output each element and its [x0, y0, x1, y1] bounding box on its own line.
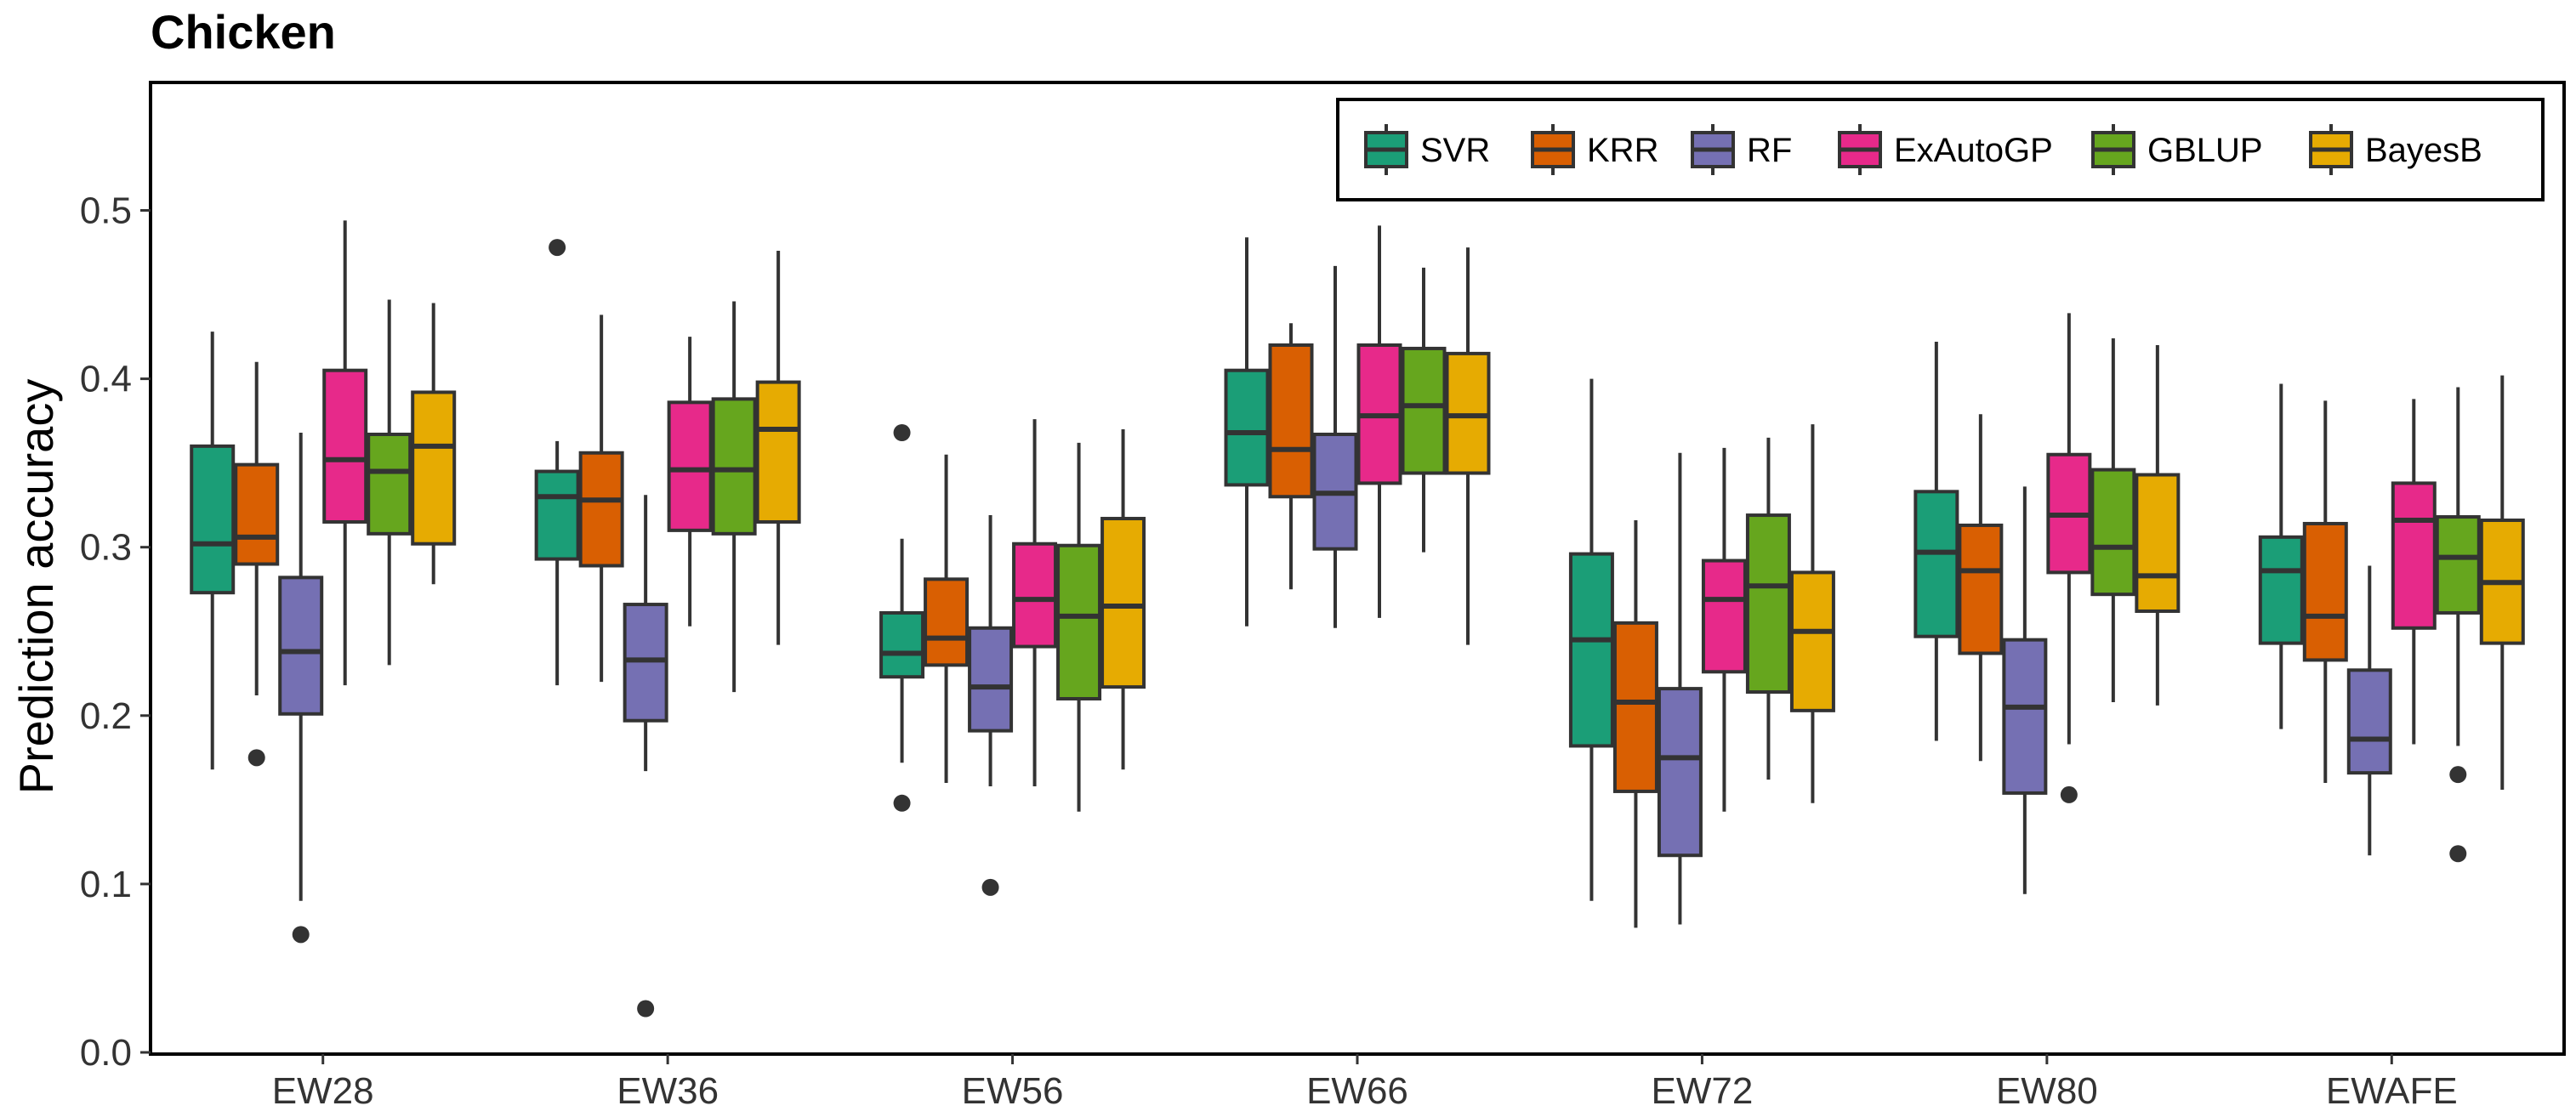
box: [234, 462, 280, 566]
x-tick-label: EW72: [1652, 1070, 1754, 1112]
box: [2258, 535, 2304, 645]
outlier-point: [292, 926, 310, 944]
box: [1224, 368, 1270, 487]
box: [1958, 523, 2004, 655]
outlier-point: [247, 749, 265, 767]
box: [1401, 346, 1447, 475]
panel-border: [149, 81, 2566, 1056]
legend: SVR KRR RF ExAutoGP GBLUP BayesB: [1336, 98, 2545, 201]
y-tick-label: 0.5: [80, 190, 132, 232]
outlier-point: [549, 239, 566, 257]
box: [711, 397, 757, 536]
box: [411, 390, 457, 546]
box: [2135, 473, 2181, 613]
box: [1012, 541, 1058, 649]
y-tick-label: 0.0: [80, 1032, 132, 1074]
plot-area: 0.0 0.1 0.2 0.3 0.4 0.5 EW28 EW36 EW56 EW66 EW72 EW…: [80, 81, 2566, 1112]
box: [2090, 468, 2136, 597]
x-tick-label: EW66: [1306, 1070, 1408, 1112]
legend-label: ExAutoGP: [1894, 132, 2053, 169]
box: [755, 380, 801, 524]
y-tick-label: 0.4: [80, 359, 132, 400]
x-tick-label: EWAFE: [2326, 1070, 2458, 1112]
y-axis-label: Prediction accuracy: [9, 379, 63, 795]
box: [924, 577, 970, 667]
box: [968, 626, 1014, 733]
outlier-point: [2060, 785, 2078, 803]
box: [1612, 621, 1658, 793]
box: [1701, 558, 1747, 674]
box: [2435, 515, 2481, 615]
y-tick-label: 0.2: [80, 695, 132, 737]
outlier-point: [2449, 845, 2467, 863]
x-tick-label: EW36: [617, 1070, 719, 1112]
outlier-point: [2449, 766, 2467, 784]
outlier-point: [893, 423, 911, 441]
legend-label: RF: [1747, 132, 1792, 169]
box: [1056, 543, 1102, 700]
box: [1100, 517, 1146, 689]
y-tick-label: 0.1: [80, 864, 132, 905]
box: [190, 444, 236, 595]
outlier-point: [637, 1000, 655, 1018]
box: [2302, 521, 2348, 662]
box: [879, 610, 925, 679]
legend-label: GBLUP: [2147, 132, 2263, 169]
chart-title: Chicken: [151, 5, 336, 59]
box: [278, 576, 324, 716]
box: [2346, 668, 2392, 775]
outlier-point: [893, 794, 911, 812]
box: [2002, 638, 2048, 795]
legend-label: BayesB: [2365, 132, 2482, 169]
y-tick-label: 0.3: [80, 527, 132, 569]
box: [1914, 490, 1959, 638]
box: [1657, 687, 1703, 858]
box: [1268, 343, 1314, 499]
box: [1745, 513, 1791, 695]
legend-label: KRR: [1587, 132, 1658, 169]
box: [578, 451, 624, 568]
box: [534, 469, 580, 561]
x-tick-label: EW28: [272, 1070, 374, 1112]
box: [322, 368, 368, 524]
box: [667, 400, 713, 532]
outlier-point: [981, 878, 999, 896]
legend-label: SVR: [1420, 132, 1490, 169]
x-tick-label: EW56: [962, 1070, 1064, 1112]
box: [367, 432, 412, 536]
box: [1789, 570, 1835, 712]
x-tick-label: EW80: [1996, 1070, 2098, 1112]
box: [2391, 481, 2437, 630]
box: [1568, 552, 1614, 748]
